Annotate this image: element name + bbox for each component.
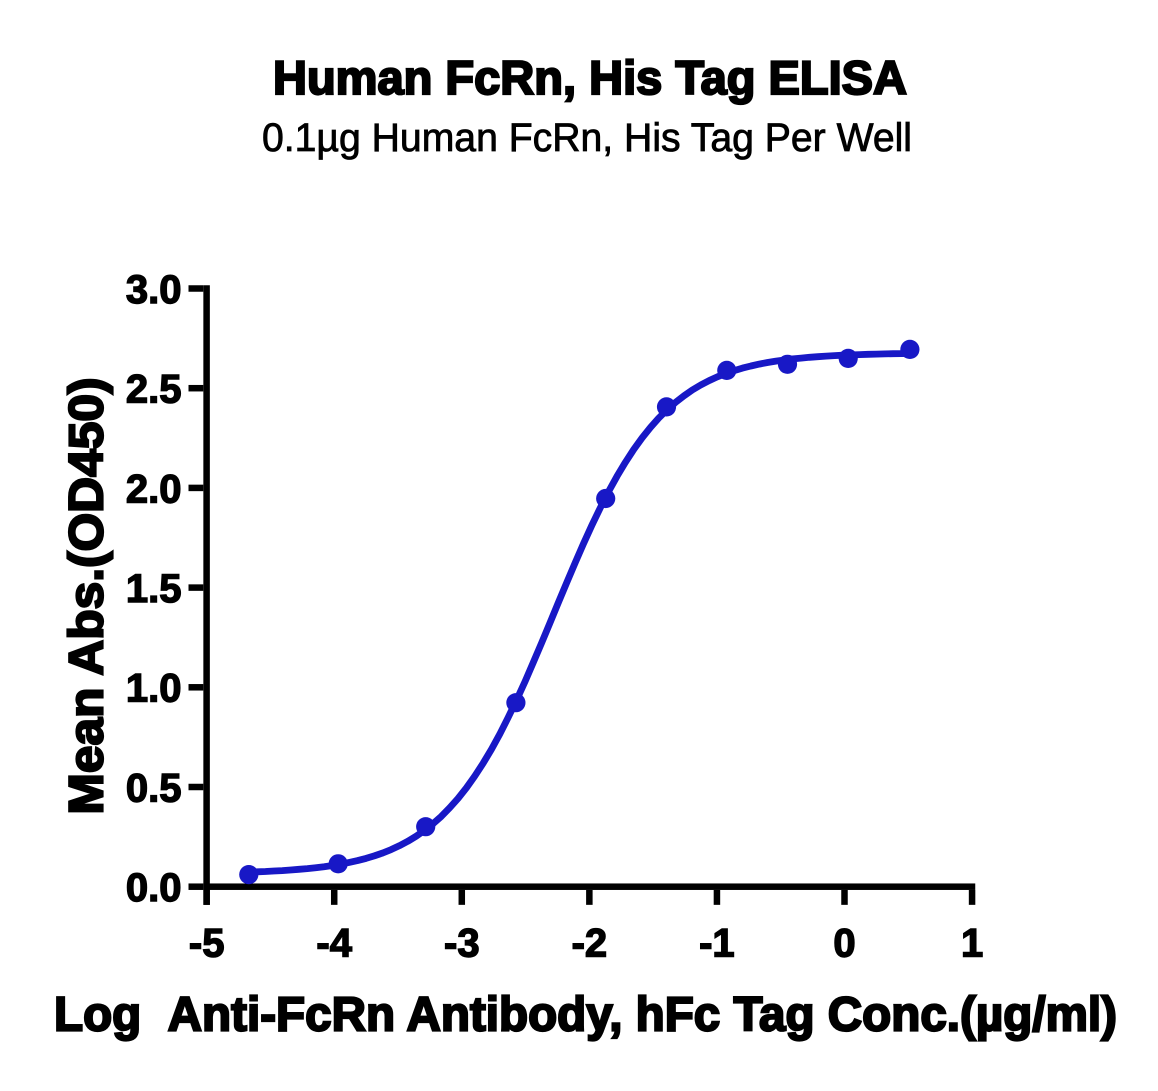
svg-text:-3: -3 bbox=[444, 922, 480, 966]
svg-text:-4: -4 bbox=[316, 922, 352, 966]
svg-text:3.0: 3.0 bbox=[126, 268, 182, 312]
svg-text:0: 0 bbox=[833, 922, 855, 966]
svg-text:2.5: 2.5 bbox=[126, 368, 182, 412]
svg-text:-1: -1 bbox=[699, 922, 735, 966]
svg-text:Mean Abs.(OD450): Mean Abs.(OD450) bbox=[61, 378, 114, 815]
svg-text:0.1µg Human FcRn, His Tag Per: 0.1µg Human FcRn, His Tag Per Well bbox=[262, 116, 912, 160]
svg-text:2.0: 2.0 bbox=[126, 467, 182, 511]
svg-text:1.5: 1.5 bbox=[126, 567, 182, 611]
svg-text:-5: -5 bbox=[189, 922, 225, 966]
svg-text:1: 1 bbox=[961, 922, 983, 966]
svg-text:1.0: 1.0 bbox=[126, 667, 182, 711]
svg-text:0.5: 0.5 bbox=[126, 766, 182, 810]
svg-text:0.0: 0.0 bbox=[126, 866, 182, 910]
svg-text:Log Anti-FcRn Antibody, hFc T: Log Anti-FcRn Antibody, hFc Tag Conc.(µg… bbox=[54, 989, 1117, 1042]
svg-text:Human FcRn, His Tag ELISA: Human FcRn, His Tag ELISA bbox=[273, 51, 907, 104]
svg-text:-2: -2 bbox=[572, 922, 608, 966]
